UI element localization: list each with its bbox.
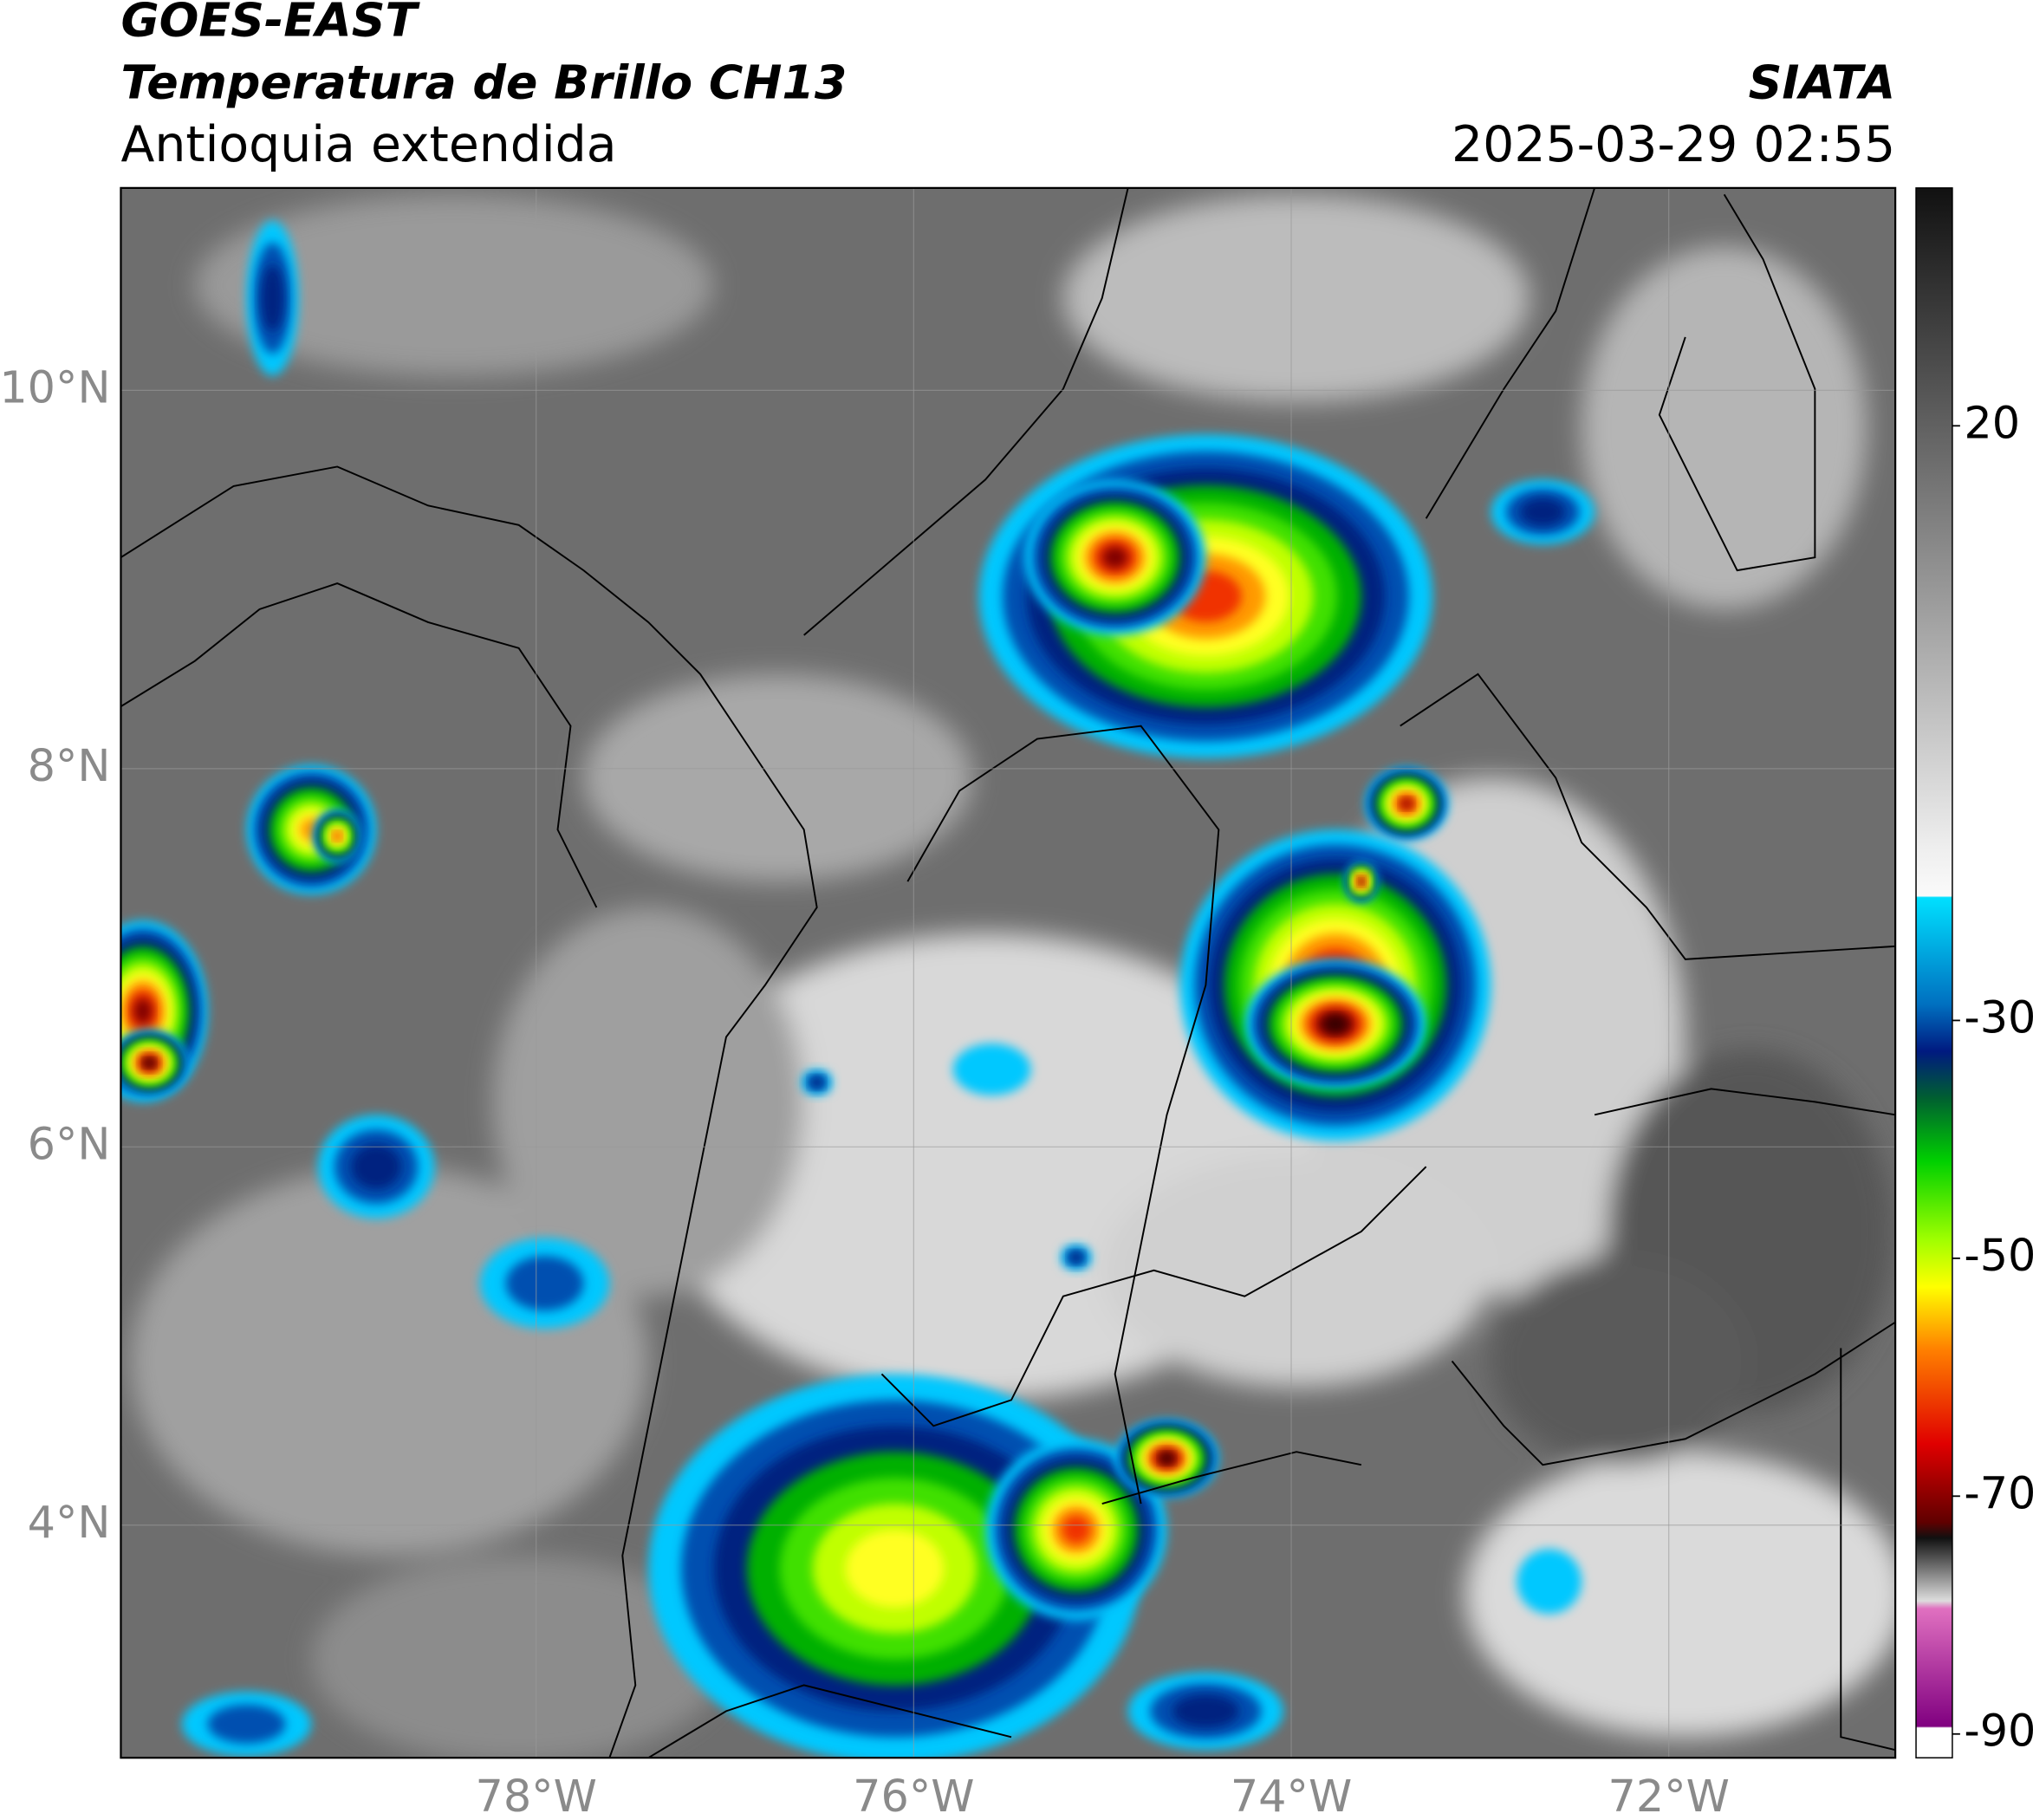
storm-contour: [505, 1256, 584, 1311]
y-tick-label: 6°N: [28, 1118, 111, 1169]
storm-contour: [1062, 1515, 1091, 1544]
storm-contour: [144, 1058, 155, 1068]
subtitle: Temperatura de Brillo CH13: [120, 55, 847, 109]
storm-contour: [133, 998, 153, 1024]
colorbar-tick-label: -70: [1964, 1467, 2033, 1518]
datetime: 2025-03-29 02:55: [1452, 116, 1895, 173]
x-tick-label: 72°W: [1608, 1771, 1729, 1820]
graticule: [120, 187, 1896, 1758]
borders: [120, 187, 1896, 1758]
colorbar: [1915, 187, 1953, 1758]
storm-contour: [809, 1076, 824, 1089]
storm-contour: [1517, 1549, 1582, 1615]
tick-labels: 78°W 76°W 74°W 72°W 10°N 8°N 6°N 4°N 20 -30 -50 -70…: [0, 361, 2033, 1820]
storm-contour: [207, 1704, 286, 1744]
colorbar-tick-label: -30: [1964, 991, 2033, 1043]
satellite-map: [120, 187, 1896, 1758]
x-tick-label: 78°W: [475, 1771, 596, 1820]
title: GOES-EAST: [120, 0, 420, 48]
storm-contour: [1359, 879, 1364, 885]
storm-contour: [1323, 1015, 1348, 1033]
storm-contour: [1520, 497, 1565, 526]
storm-contour: [333, 832, 341, 841]
storm-contour: [1159, 1453, 1174, 1464]
storm-contour: [1069, 1251, 1083, 1264]
storm-contour: [1400, 798, 1413, 809]
colorbar-tick-label: -50: [1964, 1230, 2033, 1281]
x-tick-label: 74°W: [1231, 1771, 1352, 1820]
storm-contour: [845, 1529, 945, 1608]
colorbar-tick-label: -90: [1964, 1706, 2033, 1757]
y-tick-label: 10°N: [0, 361, 110, 413]
region: Antioquia extendida: [120, 116, 616, 173]
storm-contour: [351, 1144, 401, 1189]
source: SIATA: [1749, 55, 1896, 109]
y-tick-label: 4°N: [28, 1497, 111, 1548]
map-frame: [120, 186, 1897, 1759]
x-tick-label: 76°W: [853, 1771, 974, 1820]
storm-contour: [261, 264, 284, 332]
storm-contour: [952, 1043, 1031, 1095]
y-tick-label: 8°N: [28, 740, 111, 791]
storm-contour: [1101, 546, 1128, 569]
colorbar-tick-label: 20: [1964, 397, 2020, 448]
convective-cells: [120, 220, 1595, 1758]
storm-contour: [1172, 1694, 1239, 1728]
